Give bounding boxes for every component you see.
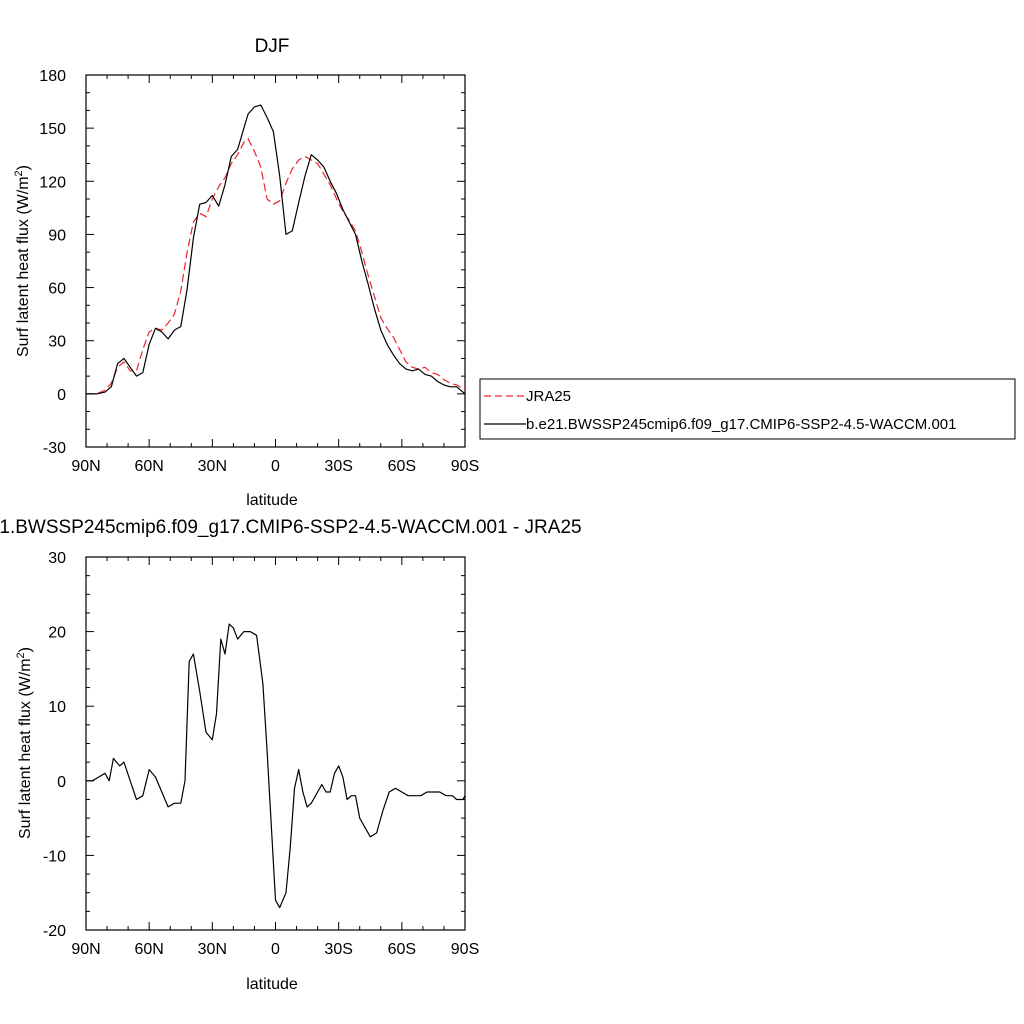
top-x-tick-label: 30N <box>198 458 227 475</box>
legend-box <box>479 378 1016 440</box>
top-y-tick-label: -30 <box>43 440 66 457</box>
bottom-frame <box>85 556 466 931</box>
legend-label-model: b.e21.BWSSP245cmip6.f09_g17.CMIP6-SSP2-4… <box>526 416 956 433</box>
top-plot-area: 90N 60N 30N 0 30S 60S 90S -30 0 30 60 90 120 150 180 <box>39 68 479 475</box>
top-x-tick-label: 60S <box>388 458 416 475</box>
bottom-x-axis-label: latitude <box>246 976 298 993</box>
bottom-y-axis-label: Surf latent heat flux (W/m2) <box>15 647 34 839</box>
top-x-tick-label: 90S <box>451 458 479 475</box>
top-series-line-0 <box>86 138 465 395</box>
bottom-chart-title: b.e21.BWSSP245cmip6.f09_g17.CMIP6-SSP2-4… <box>0 517 582 538</box>
top-y-tick-label: 120 <box>39 174 66 191</box>
bottom-x-tick-label: 90N <box>71 941 100 958</box>
top-y-tick-label: 150 <box>39 121 66 138</box>
top-chart-title: DJF <box>255 36 290 57</box>
bottom-y-tick-label: 20 <box>48 625 66 642</box>
top-y-axis-label: Surf latent heat flux (W/m2) <box>13 165 32 357</box>
bottom-x-tick-label: 0 <box>271 941 280 958</box>
panel-bottom: b.e21.BWSSP245cmip6.f09_g17.CMIP6-SSP2-4… <box>0 517 582 993</box>
top-frame <box>85 74 466 448</box>
top-series-line-1 <box>86 104 466 395</box>
bottom-y-tick-label: 30 <box>48 550 66 567</box>
top-y-tick-label: 90 <box>48 227 66 244</box>
bottom-x-tick-label: 60N <box>134 941 163 958</box>
top-x-tick-label: 60N <box>134 458 163 475</box>
bottom-x-tick-label: 60S <box>388 941 416 958</box>
bottom-x-tick-label: 30S <box>324 941 352 958</box>
bottom-plot-area: 90N 60N 30N 0 30S 60S 90S -20 -10 0 10 20 30 <box>43 550 479 958</box>
bottom-y-tick-label: -20 <box>43 923 66 940</box>
top-x-tick-label: 90N <box>71 458 100 475</box>
bottom-y-tick-label: 10 <box>48 699 66 716</box>
top-y-tick-label: 0 <box>57 387 66 404</box>
top-x-tick-label: 30S <box>324 458 352 475</box>
top-y-tick-label: 180 <box>39 68 66 85</box>
bottom-x-tick-label: 90S <box>451 941 479 958</box>
top-x-axis-label: latitude <box>246 492 298 509</box>
bottom-y-tick-label: -10 <box>43 848 66 865</box>
legend-label-jra25: JRA25 <box>526 388 571 405</box>
legend: JRA25 b.e21.BWSSP245cmip6.f09_g17.CMIP6-… <box>479 378 1016 440</box>
bottom-x-tick-label: 30N <box>198 941 227 958</box>
bottom-y-tick-label: 0 <box>57 774 66 791</box>
bottom-series-line-0 <box>86 623 466 909</box>
top-x-tick-label: 0 <box>271 458 280 475</box>
panel-top: DJF 90N 60N 30N 0 30S 60S 90S -30 0 30 60 90 120 150 1… <box>13 36 479 509</box>
top-y-tick-label: 30 <box>48 334 66 351</box>
top-y-tick-label: 60 <box>48 281 66 298</box>
